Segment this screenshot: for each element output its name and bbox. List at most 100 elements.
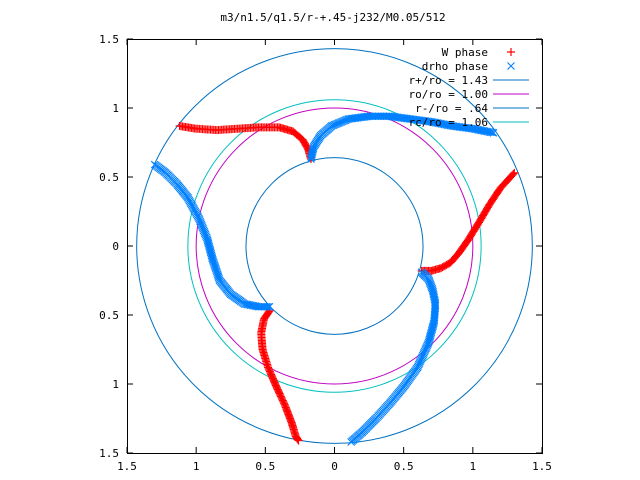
data-point-s1-a1-5: [308, 147, 317, 156]
data-point-s1-a2-45: [426, 331, 435, 340]
x-tick-label-5: 1: [470, 460, 477, 473]
data-point-s1-a0-64: [204, 239, 213, 248]
data-series: [150, 112, 519, 446]
series-1: [150, 112, 498, 446]
circle-0: [136, 48, 533, 444]
data-point-s1-a2-18: [429, 290, 438, 299]
data-point-s1-a0-62: [205, 242, 214, 251]
data-point-s1-a0-55: [208, 252, 216, 261]
series-0: [175, 121, 519, 445]
circle-1: [195, 107, 474, 385]
data-point-s1-a2-39: [429, 322, 437, 331]
data-point-s1-a1-3: [308, 150, 316, 159]
data-point-s1-a0-127: [150, 160, 159, 169]
data-point-s1-a1-1: [307, 153, 316, 162]
data-point-s1-a0-10: [249, 301, 258, 310]
legend-label-1: drho phase: [422, 60, 488, 73]
data-point-s1-a0-11: [248, 301, 257, 310]
data-point-s0-a1-92: [510, 168, 519, 177]
data-point-s1-a2-16: [429, 287, 437, 296]
chart-title: m3/n1.5/q1.5/r-+.45-j232/M0.05/512: [220, 11, 445, 24]
data-point-s1-a2-48: [425, 335, 434, 344]
y-tick-label-3: 0: [112, 240, 119, 253]
data-point-s0-a0-95: [175, 121, 184, 130]
data-point-s1-a0-13: [245, 300, 254, 309]
data-point-s0-a2-92: [293, 435, 302, 444]
data-point-s1-a1-6: [309, 145, 317, 154]
data-point-s1-a0-12: [246, 301, 255, 310]
legend-label-2: r+/ro = 1.43: [409, 74, 488, 87]
data-point-s1-a2-47: [425, 334, 434, 343]
data-point-s1-a0-54: [208, 254, 217, 263]
x-tick-label-0: 1.5: [117, 460, 137, 473]
data-point-s1-a2-42: [427, 326, 436, 335]
data-point-s1-a0-8: [252, 302, 261, 311]
data-point-s1-a0-58: [206, 248, 215, 257]
data-point-s1-a2-13: [427, 283, 436, 292]
data-point-s1-a2-11: [426, 280, 435, 289]
data-point-s1-a2-8: [425, 276, 433, 285]
data-point-s1-a0-9: [251, 302, 260, 310]
data-point-s1-a2-17: [429, 289, 438, 298]
data-point-s1-a2-43: [427, 328, 436, 337]
data-point-s1-a1-135: [488, 128, 496, 137]
data-point-s1-a2-10: [426, 279, 435, 288]
data-point-s1-a2-15: [428, 286, 437, 295]
data-point-s0-a2-93: [294, 436, 303, 445]
data-point-s1-a2-7: [424, 275, 433, 284]
data-point-s1-a2-20: [430, 293, 439, 302]
x-tick-label-1: 1: [193, 460, 200, 473]
data-point-s1-a2-44: [427, 329, 435, 338]
data-point-s1-a2-37: [429, 319, 438, 328]
data-point-s1-a2-19: [430, 292, 438, 301]
data-point-s1-a0-56: [207, 251, 216, 260]
data-point-s1-a0-52: [209, 257, 218, 266]
x-tick-label-4: 0.5: [394, 460, 414, 473]
y-tick-label-2: 0.5: [99, 171, 119, 184]
circle-2: [245, 157, 424, 335]
data-point-s1-a2-132: [347, 438, 355, 446]
data-point-s1-a0-63: [204, 241, 213, 249]
data-point-s1-a0-65: [204, 238, 212, 246]
data-point-s1-a1-2: [307, 152, 316, 160]
legend-symbol-0: [507, 48, 515, 56]
x-tick-label-6: 1.5: [532, 460, 552, 473]
data-point-s1-a2-36: [430, 318, 438, 326]
data-point-s1-a2-46: [426, 332, 435, 341]
y-tick-label-4: 0.5: [99, 309, 119, 322]
data-point-s1-a0-60: [206, 245, 214, 254]
data-point-s1-a2-38: [429, 320, 438, 329]
data-point-s1-a0-59: [206, 247, 215, 255]
data-point-s1-a0-7: [254, 302, 263, 311]
data-point-s1-a0-53: [208, 255, 217, 264]
legend-label-0: W phase: [442, 46, 488, 59]
data-point-s1-a2-12: [427, 282, 436, 290]
data-point-s0-a1-91: [509, 170, 518, 179]
legend-label-5: rc/ro = 1.06: [409, 116, 488, 129]
legend-label-3: ro/ro = 1.00: [409, 88, 488, 101]
legend-label-4: r-/ro = .64: [415, 102, 488, 115]
circle-3: [187, 99, 482, 393]
data-point-s1-a1-4: [308, 148, 317, 157]
y-tick-label-0: 1.5: [99, 33, 119, 46]
data-point-s1-a0-14: [243, 300, 252, 309]
y-tick-label-6: 1.5: [99, 447, 119, 460]
data-point-s1-a2-40: [428, 323, 437, 332]
data-point-s1-a0-61: [205, 244, 214, 252]
data-point-s1-a2-41: [428, 325, 437, 334]
data-point-s1-a2-9: [425, 277, 434, 286]
data-point-s1-a1-0: [307, 155, 315, 163]
reference-circles: [136, 48, 533, 444]
y-tick-label-5: 1: [112, 378, 119, 391]
data-point-s1-a1-134: [486, 128, 495, 137]
data-point-s1-a2-14: [428, 284, 437, 293]
data-point-s1-a0-57: [207, 249, 216, 258]
legend-symbol-1: [507, 62, 515, 70]
x-tick-label-3: 0: [331, 460, 338, 473]
data-point-s1-a1-136: [489, 128, 498, 137]
axis-ticks: 1.5 1 0.5 0 0.5 1 1.51.510.500.511.5: [99, 33, 552, 473]
y-tick-label-1: 1: [112, 102, 119, 115]
x-tick-label-2: 0.5: [255, 460, 275, 473]
